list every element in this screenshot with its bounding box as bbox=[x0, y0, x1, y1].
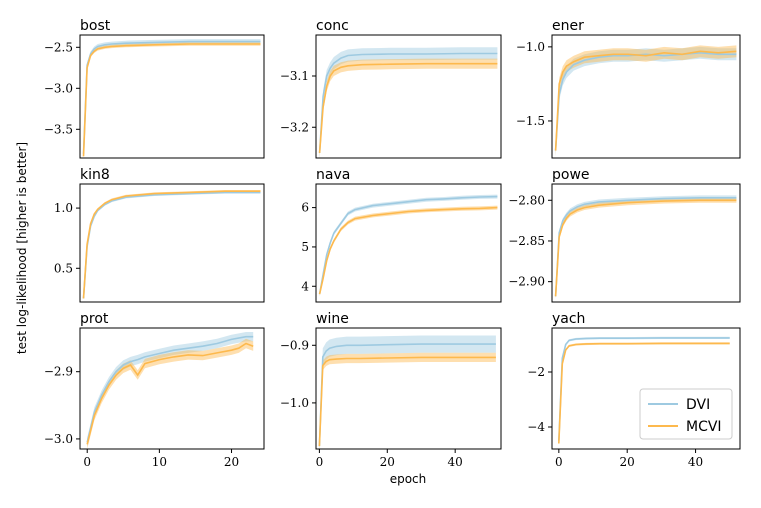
axes-frame bbox=[551, 327, 741, 450]
panel-yach: yach −2 −4 0 20 40 bbox=[527, 311, 741, 469]
panel-title: conc bbox=[316, 18, 349, 34]
panel-title: ener bbox=[552, 18, 584, 34]
line-ener-dvi bbox=[554, 51, 737, 151]
line-kin8-mcvi bbox=[82, 190, 261, 299]
y-tick-label: −2.5 bbox=[44, 40, 73, 54]
axes-frame bbox=[315, 183, 502, 303]
panel-title: prot bbox=[80, 311, 109, 327]
y-tick-label: 1.0 bbox=[54, 201, 73, 215]
y-tick-label: −3.0 bbox=[44, 432, 73, 446]
band-prot-mcvi bbox=[87, 338, 254, 449]
band-wine-mcvi bbox=[319, 352, 496, 449]
line-wine-dvi bbox=[318, 343, 496, 447]
panel-title: powe bbox=[552, 167, 590, 183]
y-tick-label: −2.85 bbox=[508, 234, 545, 248]
axes-frame bbox=[79, 183, 265, 303]
axes-frame bbox=[551, 34, 741, 159]
y-tick-label: −2.9 bbox=[44, 365, 73, 379]
x-tick-label: 10 bbox=[152, 455, 167, 469]
panel-prot: prot −2.9 −3.0 0 10 20 bbox=[44, 311, 265, 469]
y-tick-label: −3.1 bbox=[280, 69, 309, 83]
panel-ener: ener −1.0 −1.5 bbox=[516, 18, 741, 159]
panel-wine: wine −0.9 −1.0 0 20 40 bbox=[280, 311, 502, 469]
axes-frame bbox=[79, 327, 265, 450]
panel-title: yach bbox=[552, 311, 585, 327]
line-conc-mcvi bbox=[318, 62, 498, 153]
line-yach-dvi bbox=[558, 337, 730, 441]
line-nava-dvi bbox=[318, 195, 498, 295]
line-bost-mcvi bbox=[82, 43, 261, 157]
line-yach-mcvi bbox=[558, 342, 730, 444]
line-wine-mcvi bbox=[318, 356, 496, 447]
legend-label-dvi: DVI bbox=[686, 397, 710, 413]
band-bost-dvi bbox=[83, 39, 261, 157]
y-tick-label: −1.5 bbox=[516, 114, 545, 128]
line-kin8-dvi bbox=[82, 191, 261, 299]
band-ener-dvi bbox=[555, 46, 737, 157]
panel-title: nava bbox=[316, 167, 350, 183]
y-tick-label: −0.9 bbox=[280, 338, 309, 352]
band-bost-mcvi bbox=[83, 42, 261, 158]
x-tick-label: 0 bbox=[83, 455, 91, 469]
line-prot-mcvi bbox=[86, 342, 254, 445]
band-powe-mcvi bbox=[555, 197, 737, 299]
panel-nava: nava 6 5 4 bbox=[301, 167, 502, 303]
y-tick-label: 0.5 bbox=[54, 261, 73, 275]
y-tick-label: −3.0 bbox=[44, 81, 73, 95]
panel-title: kin8 bbox=[80, 167, 110, 183]
band-conc-dvi bbox=[319, 47, 498, 158]
y-tick-label: 4 bbox=[301, 279, 309, 293]
x-tick-label: 20 bbox=[380, 455, 395, 469]
x-tick-label: 0 bbox=[555, 455, 563, 469]
line-ener-mcvi bbox=[554, 50, 737, 151]
y-tick-label: 5 bbox=[301, 240, 309, 254]
y-tick-label: −3.5 bbox=[44, 122, 73, 136]
line-powe-dvi bbox=[554, 197, 737, 297]
axes-frame bbox=[315, 34, 502, 159]
line-prot-dvi bbox=[86, 335, 254, 443]
y-tick-label: −1.0 bbox=[280, 396, 309, 410]
axes-frame bbox=[551, 183, 741, 303]
x-tick-label: 20 bbox=[620, 455, 635, 469]
y-tick-label: 6 bbox=[301, 201, 309, 215]
line-nava-mcvi bbox=[318, 206, 498, 295]
band-powe-dvi bbox=[555, 195, 737, 299]
x-tick-label: 40 bbox=[688, 455, 703, 469]
band-kin8-dvi bbox=[83, 191, 261, 300]
legend: DVI MCVI bbox=[639, 388, 733, 440]
band-nava-mcvi bbox=[319, 205, 498, 297]
panel-powe: powe −2.80 −2.85 −2.90 bbox=[508, 167, 741, 303]
x-tick-label: 20 bbox=[224, 455, 239, 469]
axes-frame bbox=[315, 327, 502, 450]
axes-frame bbox=[79, 34, 265, 159]
y-tick-label: −2.80 bbox=[508, 193, 545, 207]
panel-bost: bost −2.5 −3.0 −3.5 bbox=[44, 18, 265, 159]
band-ener-mcvi bbox=[555, 45, 737, 157]
y-tick-label: −2 bbox=[527, 365, 545, 379]
y-tick-label: −2.90 bbox=[508, 275, 545, 289]
panel-title: wine bbox=[316, 311, 349, 327]
band-prot-dvi bbox=[87, 332, 254, 447]
line-conc-dvi bbox=[318, 52, 498, 153]
y-tick-label: −4 bbox=[527, 420, 545, 434]
line-powe-mcvi bbox=[554, 199, 737, 297]
band-kin8-mcvi bbox=[83, 190, 261, 300]
y-tick-label: −1.0 bbox=[516, 40, 545, 54]
x-axis-label: epoch bbox=[390, 472, 427, 486]
panel-title: bost bbox=[80, 18, 111, 34]
band-conc-mcvi bbox=[319, 58, 498, 158]
y-axis-label: test log-likelihood [higher is better] bbox=[15, 142, 29, 354]
y-tick-label: −3.2 bbox=[280, 120, 309, 134]
panel-kin8: kin8 1.0 0.5 bbox=[54, 167, 265, 303]
x-tick-label: 0 bbox=[316, 455, 324, 469]
panel-conc: conc −3.1 −3.2 bbox=[280, 18, 502, 159]
legend-label-mcvi: MCVI bbox=[686, 419, 722, 435]
line-bost-dvi bbox=[82, 40, 261, 154]
x-tick-label: 40 bbox=[448, 455, 463, 469]
